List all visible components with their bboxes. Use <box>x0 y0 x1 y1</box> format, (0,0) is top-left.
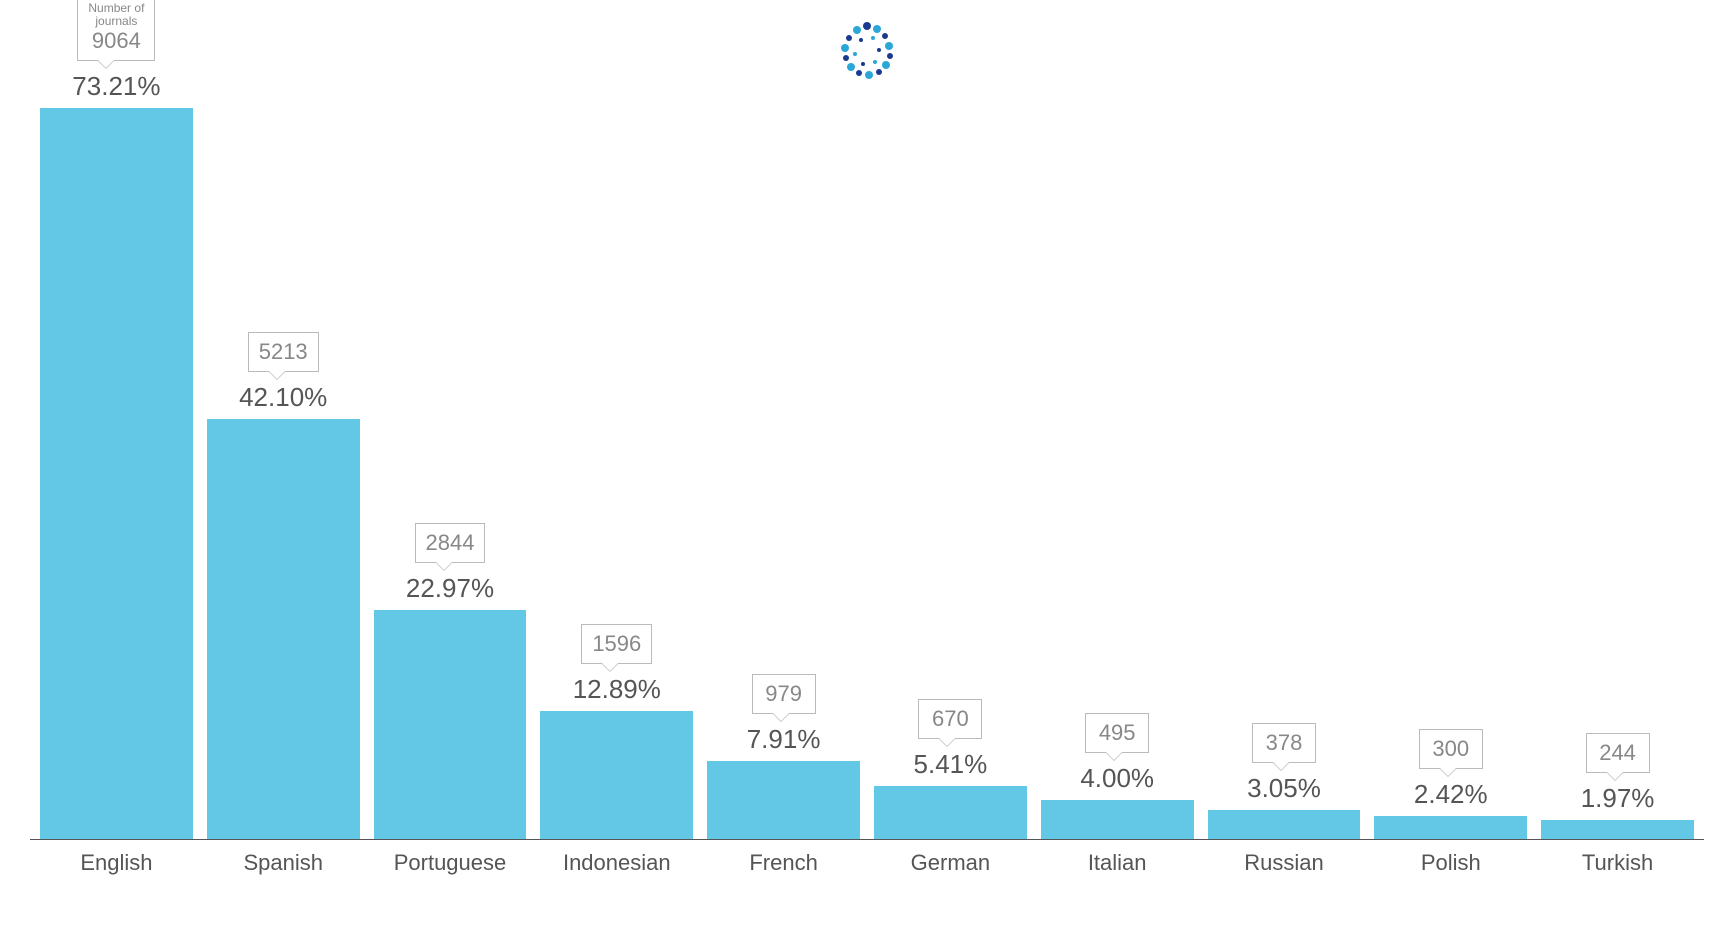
bar-column: 5213 42.10% <box>207 332 360 840</box>
count-bubble: Number of journals9064 <box>77 0 155 61</box>
bar <box>874 786 1027 840</box>
bar <box>707 761 860 840</box>
count-bubble: 244 <box>1586 733 1650 773</box>
bar-column: Number of journals9064 73.21% <box>40 0 193 840</box>
count-bubble: 5213 <box>248 332 319 372</box>
count-value: 9064 <box>92 28 141 53</box>
bars-row: Number of journals906473.21%521342.10%28… <box>30 40 1704 840</box>
percent-label: 7.91% <box>747 724 821 755</box>
count-value: 300 <box>1432 736 1469 761</box>
bar <box>207 419 360 840</box>
count-bubble: 2844 <box>415 523 486 563</box>
bar-column: 244 1.97% <box>1541 733 1694 840</box>
count-value: 495 <box>1099 720 1136 745</box>
bar-column: 2844 22.97% <box>374 523 527 840</box>
percent-label: 1.97% <box>1581 783 1655 814</box>
percent-label: 22.97% <box>406 573 494 604</box>
bar <box>40 108 193 840</box>
chart-container: Number of journals906473.21%521342.10%28… <box>30 20 1704 920</box>
x-axis-label: Polish <box>1374 840 1527 900</box>
count-bubble: 495 <box>1085 713 1149 753</box>
x-axis-label: German <box>874 840 1027 900</box>
bar <box>540 711 693 840</box>
bar-column: 495 4.00% <box>1041 713 1194 840</box>
percent-label: 73.21% <box>72 71 160 102</box>
count-value: 5213 <box>259 339 308 364</box>
count-bubble: 378 <box>1252 723 1316 763</box>
bubble-caption: Number of journals <box>88 2 144 28</box>
percent-label: 5.41% <box>914 749 988 780</box>
x-axis-label: English <box>40 840 193 900</box>
percent-label: 2.42% <box>1414 779 1488 810</box>
x-axis-label: Turkish <box>1541 840 1694 900</box>
count-value: 2844 <box>426 530 475 555</box>
bar-column: 378 3.05% <box>1208 723 1361 841</box>
count-value: 244 <box>1599 740 1636 765</box>
bar-column: 670 5.41% <box>874 699 1027 840</box>
bar <box>1208 810 1361 841</box>
x-axis-label: Russian <box>1208 840 1361 900</box>
count-bubble: 670 <box>918 699 982 739</box>
bar-column: 1596 12.89% <box>540 624 693 840</box>
x-axis-label: Spanish <box>207 840 360 900</box>
x-axis-label: French <box>707 840 860 900</box>
percent-label: 3.05% <box>1247 773 1321 804</box>
bar-column: 979 7.91% <box>707 674 860 840</box>
count-value: 670 <box>932 706 969 731</box>
x-axis-label: Italian <box>1041 840 1194 900</box>
percent-label: 12.89% <box>573 674 661 705</box>
bar <box>1374 816 1527 840</box>
count-value: 979 <box>765 681 802 706</box>
bar <box>1041 800 1194 840</box>
x-axis-label: Portuguese <box>374 840 527 900</box>
count-value: 378 <box>1266 730 1303 755</box>
percent-label: 4.00% <box>1080 763 1154 794</box>
bar <box>1541 820 1694 840</box>
x-labels-row: EnglishSpanishPortugueseIndonesianFrench… <box>30 840 1704 900</box>
bar-column: 300 2.42% <box>1374 729 1527 840</box>
count-bubble: 1596 <box>581 624 652 664</box>
count-bubble: 300 <box>1419 729 1483 769</box>
plot-area: Number of journals906473.21%521342.10%28… <box>30 40 1704 900</box>
count-value: 1596 <box>592 631 641 656</box>
bar <box>374 610 527 840</box>
percent-label: 42.10% <box>239 382 327 413</box>
x-axis-label: Indonesian <box>540 840 693 900</box>
count-bubble: 979 <box>752 674 816 714</box>
